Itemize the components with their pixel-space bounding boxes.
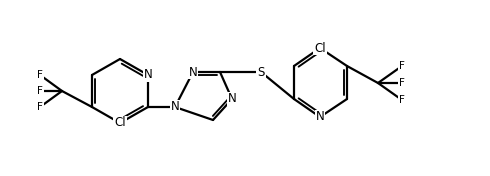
Text: F: F: [399, 78, 405, 88]
Text: S: S: [257, 65, 265, 78]
Text: F: F: [399, 61, 405, 71]
Text: F: F: [37, 86, 43, 96]
Text: N: N: [228, 93, 236, 105]
Text: F: F: [37, 70, 43, 80]
Text: N: N: [189, 65, 197, 78]
Text: N: N: [144, 68, 152, 81]
Text: F: F: [37, 102, 43, 112]
Text: N: N: [171, 100, 179, 114]
Text: N: N: [316, 111, 324, 124]
Text: Cl: Cl: [314, 42, 326, 55]
Text: F: F: [399, 95, 405, 105]
Text: Cl: Cl: [114, 117, 126, 130]
